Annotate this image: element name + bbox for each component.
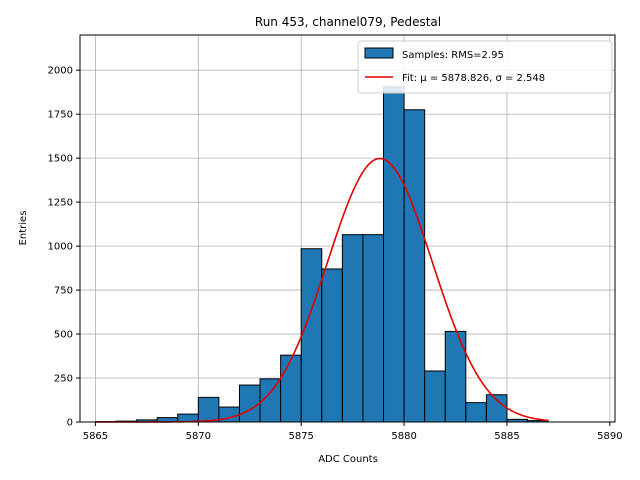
histogram-bar-12	[341, 234, 364, 423]
histogram-bar-14	[383, 86, 405, 423]
histogram-bar-16	[424, 370, 446, 423]
x-tick-label-3: 5880	[391, 431, 416, 442]
x-tick-label-5: 5890	[597, 431, 622, 442]
x-axis-label: ADC Counts	[318, 454, 378, 465]
y-tick-label-7: 1750	[48, 110, 73, 121]
y-axis-label: Entries	[18, 211, 29, 246]
histogram-bar-15	[403, 109, 426, 423]
y-tick-label-5: 1250	[48, 198, 73, 209]
histogram-bars	[94, 86, 549, 423]
chart-title: Run 453, channel079, Pedestal	[255, 15, 441, 29]
y-tick-label-3: 750	[54, 286, 73, 297]
x-tick-label-2: 5875	[288, 431, 313, 442]
x-tick-label-4: 5885	[494, 431, 519, 442]
y-tick-label-2: 500	[54, 330, 73, 341]
y-tick-label-4: 1000	[48, 242, 73, 253]
histogram-bar-7	[238, 384, 261, 423]
y-tick-label-8: 2000	[48, 66, 73, 77]
legend-box	[357, 40, 613, 94]
y-tick-label-1: 250	[54, 374, 73, 385]
legend: Samples: RMS=2.95 Fit: μ = 5878.826, σ =…	[357, 40, 613, 94]
y-tick-label-6: 1500	[48, 154, 73, 165]
y-tick-label-0: 0	[67, 418, 73, 429]
histogram-bar-9	[280, 354, 302, 423]
x-tick-label-0: 5865	[83, 431, 108, 442]
histogram-bar-13	[362, 234, 385, 423]
x-tick-label-1: 5870	[186, 431, 211, 442]
histogram-bar-18	[465, 402, 487, 423]
histogram-bar-5	[197, 396, 220, 423]
legend-samples-swatch	[364, 47, 394, 59]
axis-ticks: 5865 5870 5875 5880 5885 5890 0 250 500 750 1000 12…	[48, 66, 623, 442]
axes-frame	[79, 34, 616, 423]
legend-samples-label: Samples: RMS=2.95	[402, 50, 504, 61]
legend-fit-label: Fit: μ = 5878.826, σ = 2.548	[402, 73, 545, 84]
histogram-bar-11	[321, 268, 343, 423]
histogram-bar-10	[300, 248, 323, 423]
